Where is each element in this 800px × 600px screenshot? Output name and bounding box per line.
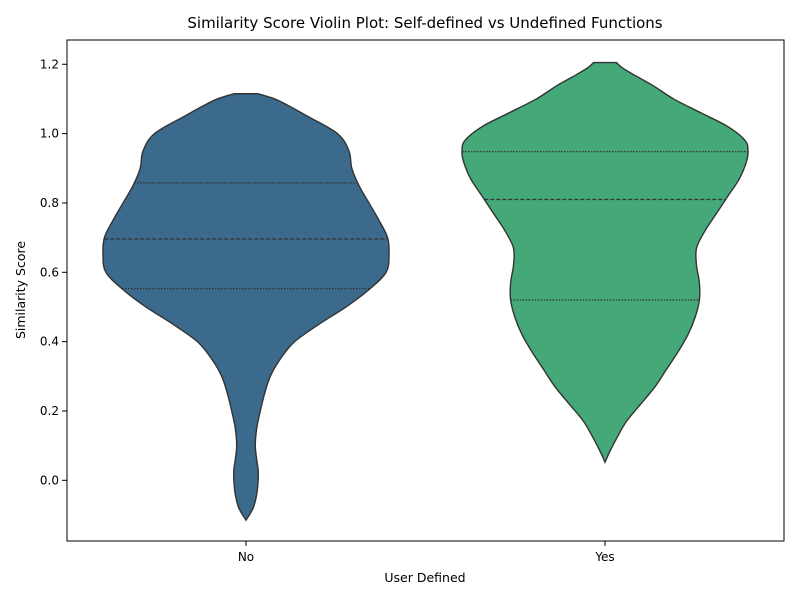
violin-body-no [102, 93, 390, 522]
y-tick-label: 1.0 [40, 127, 59, 141]
violin-body-yes [461, 61, 749, 465]
y-tick-label: 1.2 [40, 57, 59, 71]
violin-no [102, 93, 390, 522]
y-tick-label: 0.8 [40, 196, 59, 210]
x-tick-label: Yes [594, 550, 614, 564]
x-axis: No Yes [238, 541, 615, 564]
chart-title: Similarity Score Violin Plot: Self-defin… [187, 14, 662, 32]
plot-area [102, 61, 749, 522]
y-tick-label: 0.4 [40, 335, 59, 349]
y-tick-label: 0.2 [40, 404, 59, 418]
x-tick-label: No [238, 550, 254, 564]
plot-frame [66, 39, 785, 542]
y-axis-label: Similarity Score [13, 241, 28, 339]
y-tick-label: 0.6 [40, 265, 59, 279]
y-axis: 0.0 0.2 0.4 0.6 0.8 1.0 1.2 [40, 57, 67, 487]
violin-yes [461, 61, 749, 465]
x-axis-label: User Defined [384, 570, 465, 585]
y-tick-label: 0.0 [40, 473, 59, 487]
